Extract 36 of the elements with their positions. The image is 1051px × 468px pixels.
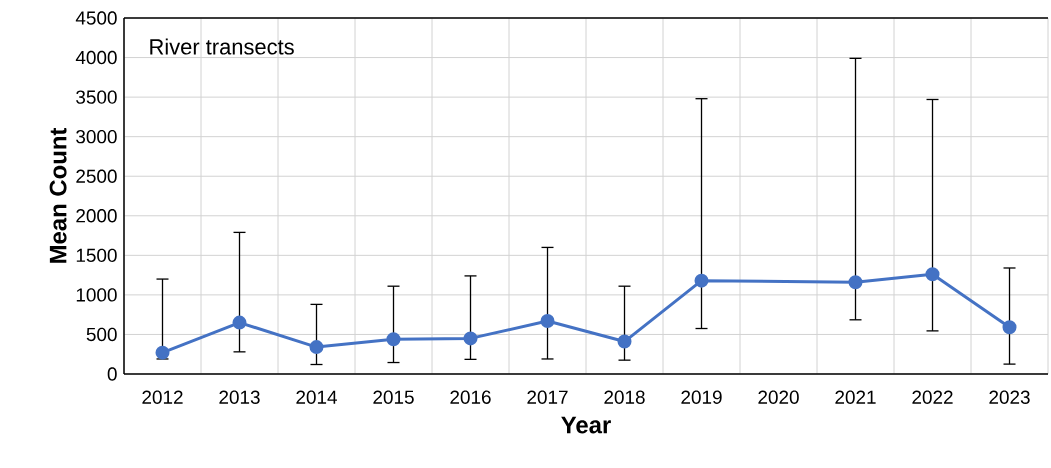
x-tick-label: 2013 [219,390,260,404]
x-tick-label: 2015 [373,390,414,404]
y-tick-label: 2000 [76,209,117,223]
point [1002,320,1017,335]
y-tick-label: 0 [107,367,117,381]
y-tick-label: 2500 [76,169,117,183]
x-tick-label: 2022 [912,390,953,404]
point [925,267,940,282]
x-tick-label: 2019 [681,390,722,404]
x-tick-label: 2021 [835,390,876,404]
x-tick-label: 2016 [450,390,491,404]
x-tick-label: 2017 [527,390,568,404]
annotation: River transects [150,38,294,55]
point [386,332,401,347]
x-axis-title: Year [561,416,611,434]
y-tick-label: 1500 [76,248,117,263]
y-tick-label: 4500 [75,11,117,25]
y-tick-label: 1000 [76,288,117,302]
x-tick-label: 2018 [604,390,645,404]
y-axis-title: Mean Count [49,127,67,263]
point [848,275,863,290]
x-tick-label: 2023 [989,390,1030,404]
y-tick-label: 500 [86,327,117,342]
point [540,314,555,328]
x-tick-label: 2020 [758,390,799,404]
x-tick-label: 2012 [142,390,183,404]
point [694,273,709,288]
y-tick-label: 3500 [76,90,117,104]
y-tick-label: 4000 [75,50,117,65]
point [155,345,170,360]
point [232,315,247,330]
point [617,334,632,349]
x-tick-label: 2014 [296,390,337,404]
point [463,331,478,346]
y-tick-label: 3000 [76,129,117,144]
point [309,340,324,355]
